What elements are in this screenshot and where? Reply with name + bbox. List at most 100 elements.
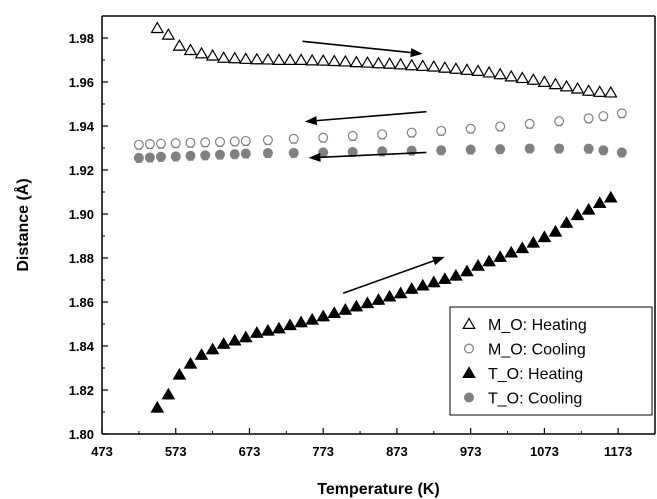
data-point bbox=[272, 321, 286, 334]
data-point bbox=[183, 43, 198, 56]
data-point bbox=[377, 146, 388, 157]
data-point bbox=[382, 289, 397, 302]
data-point bbox=[214, 149, 225, 160]
plot-area bbox=[133, 21, 627, 413]
data-point bbox=[438, 272, 452, 284]
x-tick-label: 873 bbox=[386, 444, 408, 459]
direction-arrow bbox=[342, 256, 445, 294]
data-point bbox=[360, 296, 375, 309]
x-axis-title: Temperature (K) bbox=[317, 481, 439, 498]
data-point bbox=[616, 147, 627, 158]
data-point bbox=[559, 79, 574, 92]
data-point bbox=[436, 125, 447, 136]
data-point bbox=[327, 54, 342, 67]
data-point bbox=[288, 147, 299, 158]
arrow-shaft bbox=[302, 40, 411, 54]
series-t-o-cooling bbox=[133, 143, 627, 163]
data-point bbox=[200, 137, 211, 148]
data-point bbox=[415, 59, 430, 71]
data-point bbox=[504, 245, 519, 258]
data-point bbox=[294, 315, 308, 328]
y-tick-label: 1.98 bbox=[69, 31, 94, 46]
data-point bbox=[482, 254, 496, 267]
data-point bbox=[200, 150, 211, 161]
y-tick-label: 1.94 bbox=[69, 119, 95, 134]
data-point bbox=[548, 77, 563, 90]
data-point bbox=[283, 53, 297, 66]
data-point bbox=[616, 108, 627, 119]
legend: M_O: Heating M_O: Cooling T_O: Heating T_O:… bbox=[449, 306, 653, 416]
data-point bbox=[288, 133, 299, 144]
data-point bbox=[240, 135, 251, 146]
y-axis-title: Distance (Å) bbox=[13, 178, 32, 271]
legend-label: M_O: Heating bbox=[488, 317, 587, 334]
annotation-arrows bbox=[302, 40, 445, 294]
data-point bbox=[133, 139, 144, 150]
data-point bbox=[495, 121, 506, 132]
direction-arrow bbox=[302, 40, 423, 58]
data-point bbox=[238, 52, 253, 64]
data-point bbox=[583, 113, 594, 124]
data-point bbox=[161, 28, 176, 40]
data-point bbox=[205, 342, 220, 355]
data-point bbox=[250, 52, 264, 65]
legend-item-t-o-heating: T_O: Heating bbox=[462, 366, 583, 383]
data-point bbox=[170, 138, 181, 149]
y-tick-label: 1.80 bbox=[69, 427, 94, 442]
data-point bbox=[262, 148, 273, 159]
data-point bbox=[347, 130, 358, 141]
data-point bbox=[214, 136, 225, 147]
series-t-o-heating bbox=[150, 190, 618, 413]
data-point bbox=[570, 81, 585, 94]
data-point bbox=[581, 202, 596, 215]
data-point bbox=[170, 151, 181, 162]
arrow-shaft bbox=[342, 260, 434, 294]
x-tick-label: 673 bbox=[239, 444, 261, 459]
data-point bbox=[524, 143, 535, 154]
y-tick-label: 1.82 bbox=[69, 383, 94, 398]
data-point bbox=[185, 137, 196, 148]
y-tick-label: 1.84 bbox=[69, 339, 95, 354]
data-point bbox=[227, 333, 242, 346]
data-point bbox=[172, 367, 187, 380]
data-point bbox=[338, 54, 353, 67]
legend-label: M_O: Cooling bbox=[488, 342, 586, 359]
data-point bbox=[603, 85, 618, 98]
data-point bbox=[460, 63, 474, 75]
data-point bbox=[238, 330, 253, 343]
data-point bbox=[349, 55, 364, 68]
data-point bbox=[570, 208, 585, 221]
data-point bbox=[360, 55, 375, 68]
data-point bbox=[205, 48, 220, 61]
series-m-o-cooling bbox=[133, 108, 627, 150]
data-point bbox=[548, 224, 563, 237]
data-point bbox=[404, 58, 419, 71]
legend-marker bbox=[462, 366, 476, 378]
data-point bbox=[598, 111, 609, 122]
axes: 473 573 673 773 873 973 1073 1173 1.801.821.841… bbox=[69, 15, 656, 459]
data-point bbox=[183, 356, 198, 369]
data-point bbox=[504, 69, 519, 82]
data-point bbox=[349, 299, 364, 312]
data-point bbox=[537, 230, 552, 243]
data-point bbox=[493, 67, 507, 80]
data-point bbox=[471, 259, 485, 271]
data-point bbox=[415, 278, 430, 291]
data-point bbox=[393, 286, 408, 299]
arrow-head bbox=[304, 116, 318, 126]
data-point bbox=[426, 275, 441, 288]
y-ticks: 1.80 1.82 1.84 1.86 1.88 1.90 1.92 1.94 1.96 1.98 bbox=[69, 15, 108, 442]
data-point bbox=[305, 312, 319, 325]
data-point bbox=[404, 282, 419, 294]
legend-label: T_O: Heating bbox=[488, 366, 583, 383]
data-point bbox=[283, 318, 297, 331]
data-point bbox=[482, 65, 496, 78]
data-point bbox=[465, 144, 476, 155]
data-point bbox=[272, 53, 286, 66]
data-point bbox=[185, 150, 196, 161]
data-point bbox=[583, 143, 594, 154]
data-point bbox=[229, 149, 240, 160]
data-point bbox=[495, 144, 506, 155]
data-point bbox=[592, 85, 607, 97]
data-point bbox=[598, 145, 609, 156]
